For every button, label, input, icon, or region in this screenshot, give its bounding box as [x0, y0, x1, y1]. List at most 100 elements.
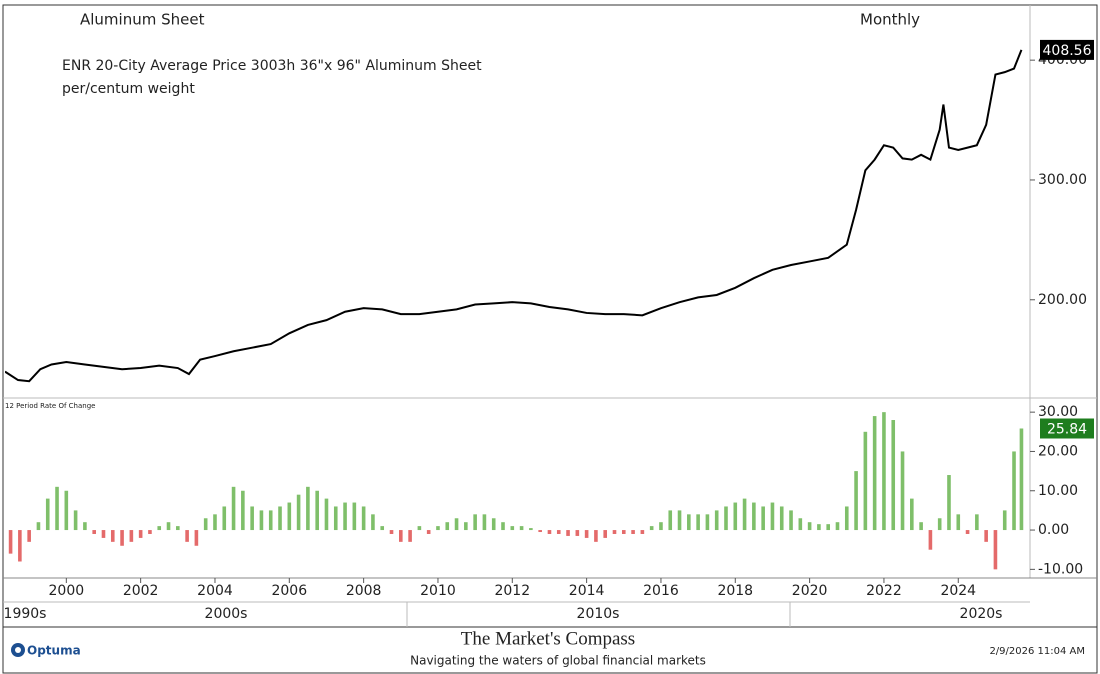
roc-bar	[176, 526, 180, 531]
roc-bar	[138, 530, 143, 538]
roc-bar	[556, 530, 561, 534]
x-tick-label: 2022	[866, 583, 902, 599]
logo: Optuma	[27, 644, 81, 658]
roc-bar	[547, 530, 552, 534]
panel-title: 12 Period Rate Of Change	[5, 402, 95, 410]
roc-bar	[584, 530, 589, 538]
roc-bar	[464, 522, 468, 531]
roc-bar	[473, 514, 477, 531]
y-tick-label: 30.00	[1038, 404, 1078, 420]
roc-bar	[817, 524, 821, 531]
roc-bar	[863, 431, 868, 531]
roc-bar	[752, 502, 756, 531]
roc-bar	[770, 502, 775, 531]
roc-bar	[993, 530, 998, 570]
decade-label: 2010s	[577, 606, 620, 622]
y-tick-label: 300.00	[1038, 172, 1087, 188]
roc-bar	[1019, 428, 1024, 531]
roc-bar	[268, 510, 273, 531]
roc-bar	[315, 490, 319, 531]
roc-bar	[222, 506, 227, 531]
roc-bar	[631, 530, 635, 534]
roc-bar	[826, 524, 830, 531]
roc-bar	[27, 530, 31, 542]
roc-bar	[241, 490, 245, 531]
decade-label: 2000s	[205, 606, 248, 622]
frequency: Monthly	[860, 11, 920, 29]
roc-bar	[891, 420, 896, 531]
roc-bar	[649, 526, 654, 531]
x-tick-label: 2020	[792, 583, 828, 599]
last-value-label: 408.56	[1043, 43, 1092, 59]
last-value-box	[1040, 418, 1094, 439]
y-tick-label: 0.00	[1038, 522, 1069, 538]
roc-bar	[482, 514, 487, 531]
roc-bar	[408, 530, 412, 542]
roc-bar	[510, 526, 515, 531]
roc-bar	[324, 498, 329, 531]
roc-bar	[965, 530, 970, 534]
x-tick-label: 2006	[271, 583, 307, 599]
roc-bar	[835, 522, 840, 531]
logo-icon	[15, 647, 21, 653]
roc-bar	[789, 510, 793, 531]
footer-subtitle: Navigating the waters of global financia…	[410, 654, 706, 668]
roc-bar	[696, 514, 700, 531]
roc-bar	[677, 510, 682, 531]
roc-bar	[900, 451, 905, 531]
plot-area	[5, 49, 1024, 570]
roc-bar	[687, 514, 691, 531]
roc-bar	[333, 506, 338, 531]
roc-bar	[278, 506, 282, 531]
x-tick-label: 2016	[643, 583, 679, 599]
roc-bar	[761, 506, 765, 531]
roc-bar	[854, 471, 858, 531]
roc-bar	[984, 530, 988, 542]
roc-bar	[352, 502, 357, 531]
x-tick-label: 2018	[717, 583, 753, 599]
roc-bar	[203, 518, 208, 531]
roc-bar	[120, 530, 124, 546]
roc-bar	[8, 530, 13, 554]
roc-bar	[519, 526, 524, 531]
roc-bar	[659, 522, 663, 531]
roc-bar	[417, 526, 422, 531]
roc-bar	[213, 514, 217, 531]
roc-bar	[919, 522, 923, 531]
frame	[2, 4, 1098, 674]
roc-bar	[807, 522, 812, 531]
roc-bar	[185, 530, 189, 542]
chart-title: Aluminum Sheet	[80, 11, 205, 29]
roc-bar	[733, 502, 738, 531]
roc-bar	[621, 530, 626, 534]
roc-bar	[575, 530, 580, 536]
y-tick-label: 20.00	[1038, 443, 1078, 459]
roc-bar	[603, 530, 608, 538]
roc-bar	[231, 486, 236, 531]
timestamp: 2/9/2026 11:04 AM	[989, 646, 1085, 657]
roc-bar	[296, 494, 301, 531]
x-tick-label: 2004	[197, 583, 233, 599]
roc-bar	[668, 510, 673, 531]
roc-bar	[92, 530, 96, 534]
y-tick-label: 10.00	[1038, 483, 1078, 499]
roc-bar	[742, 498, 747, 531]
roc-bar	[380, 526, 385, 531]
roc-bar	[148, 530, 152, 534]
roc-bar	[110, 530, 115, 542]
roc-bar	[194, 530, 199, 546]
roc-bar	[975, 514, 979, 531]
roc-bar	[956, 514, 961, 531]
roc-bar	[844, 506, 849, 531]
roc-bar	[36, 522, 41, 531]
roc-bar	[157, 526, 162, 531]
last-value-box	[1040, 39, 1094, 60]
roc-bar	[436, 526, 440, 531]
roc-bar	[1002, 510, 1007, 531]
roc-bar	[779, 506, 784, 531]
roc-bar	[501, 522, 505, 531]
x-tick-label: 2014	[569, 583, 605, 599]
roc-bar	[705, 514, 710, 531]
roc-bar	[798, 518, 803, 531]
